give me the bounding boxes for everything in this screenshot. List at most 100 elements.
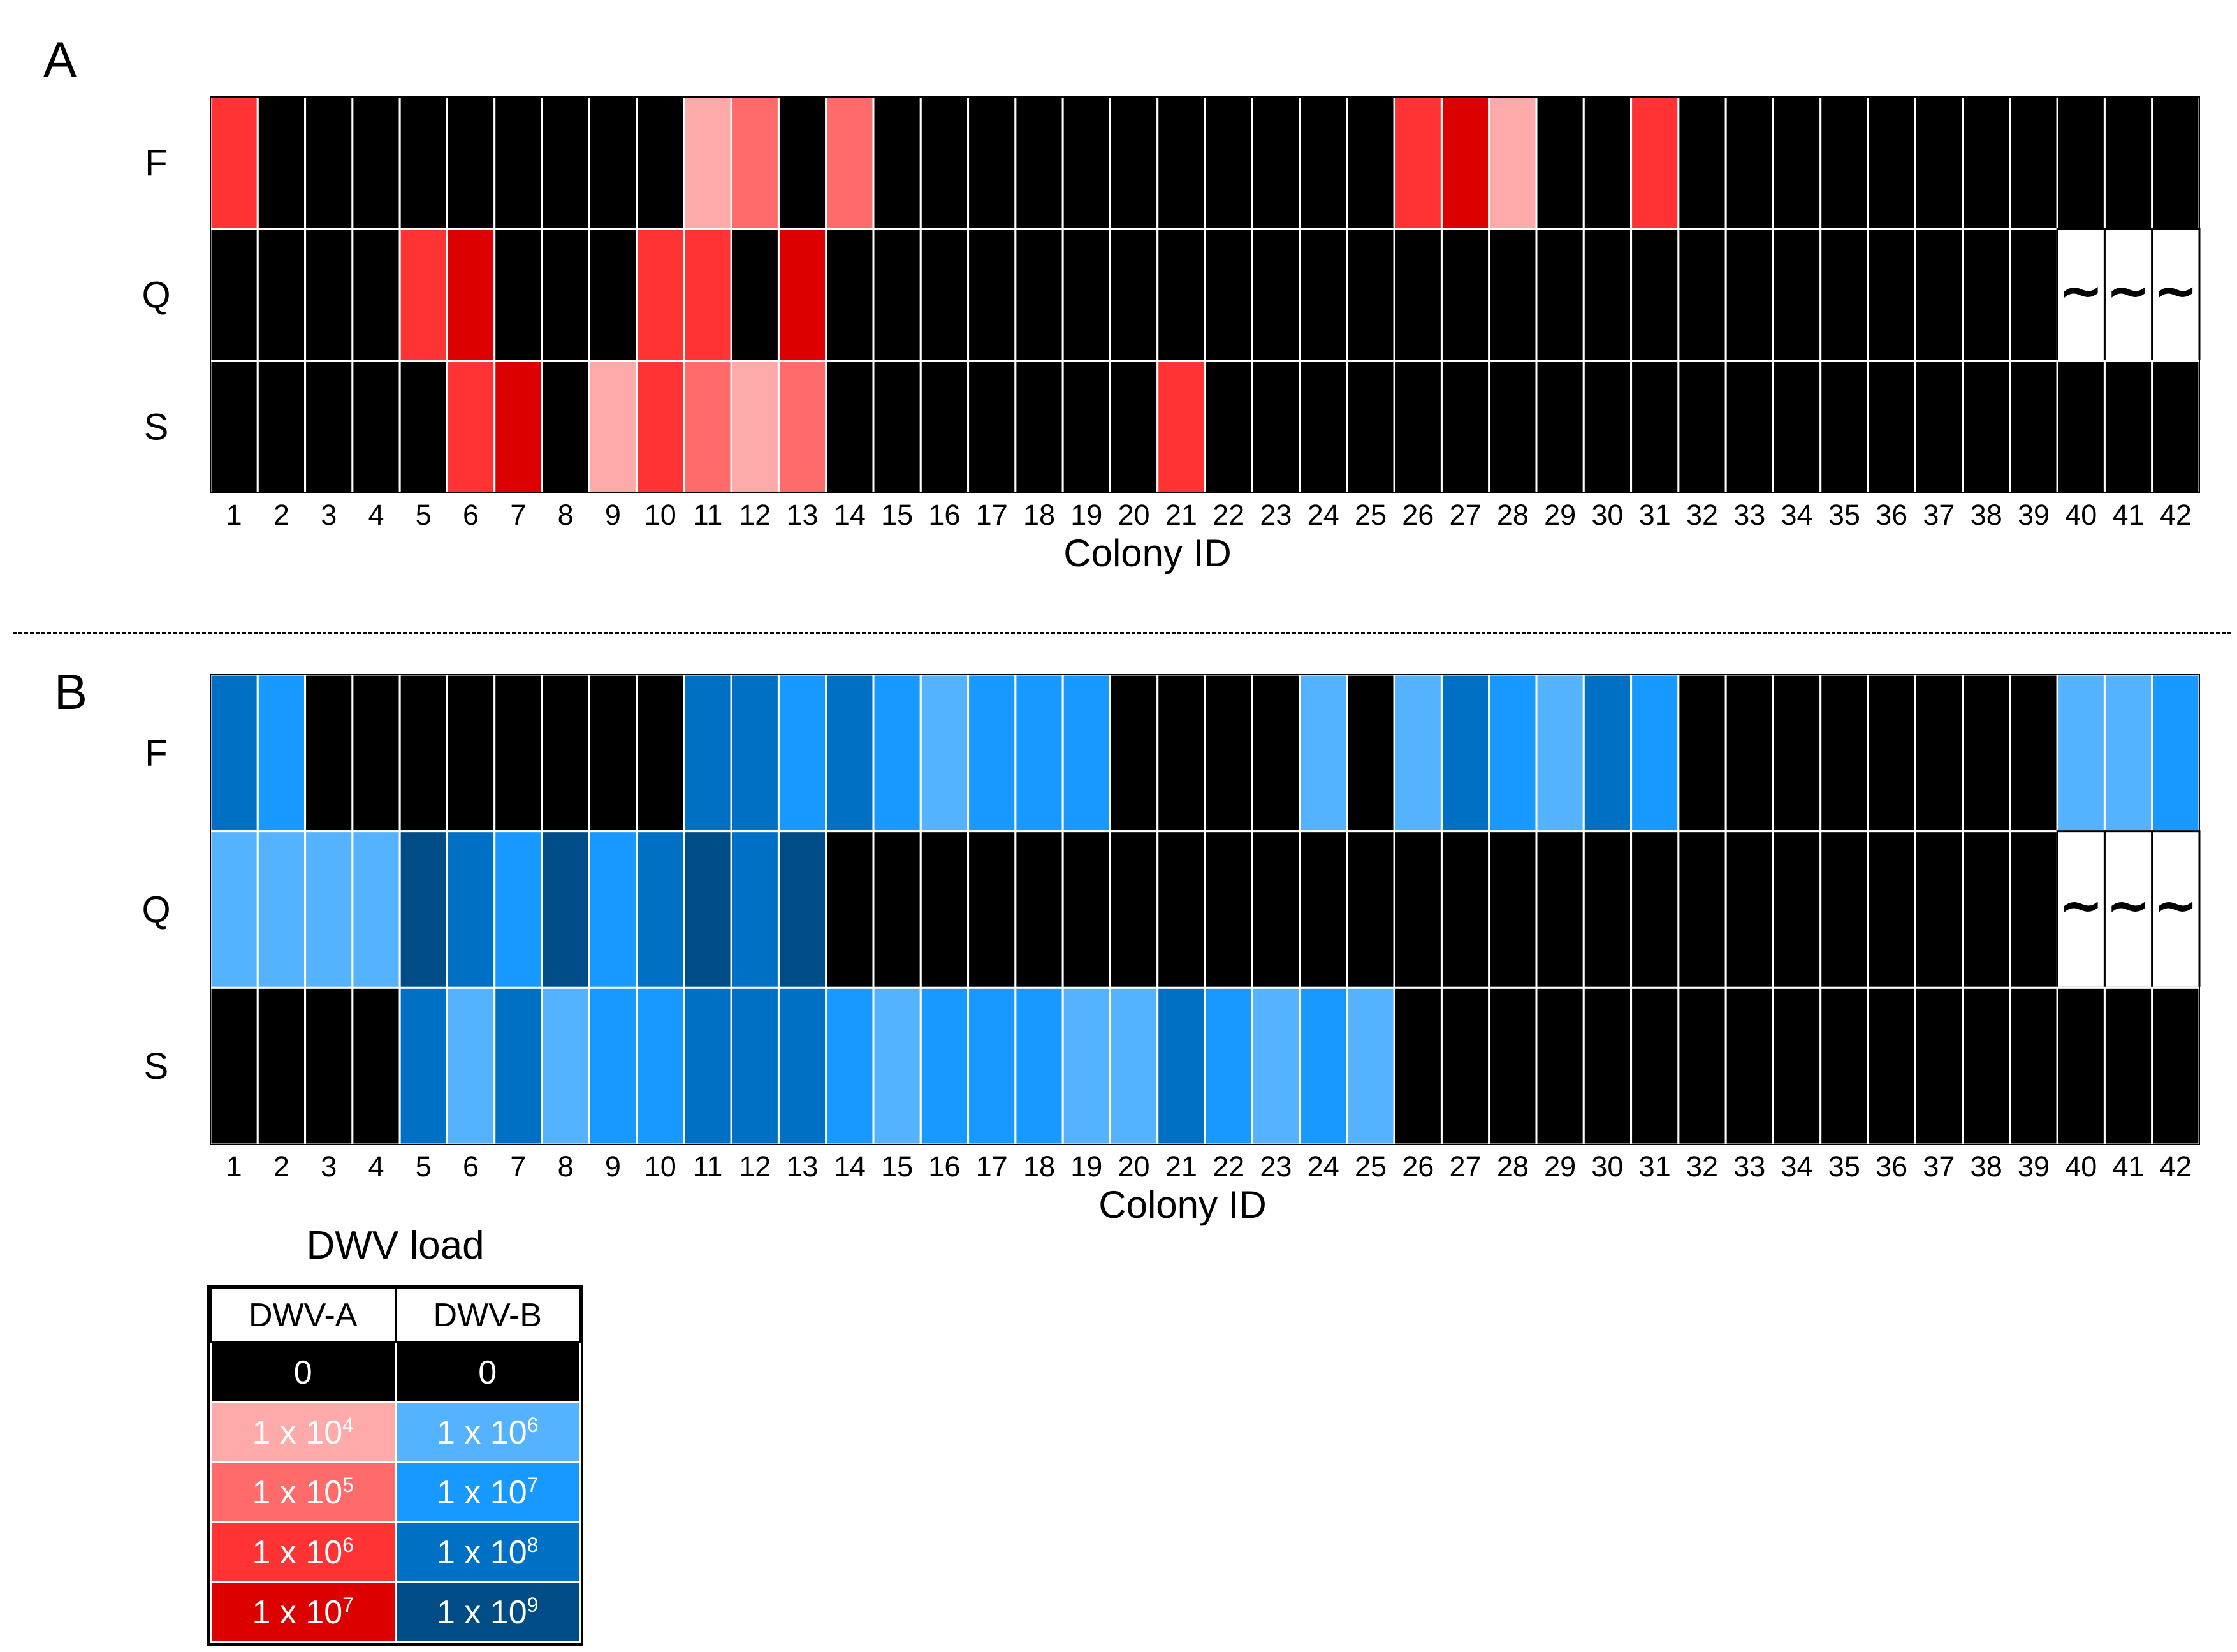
cell-F-40 bbox=[2056, 673, 2106, 833]
cell-F-32 bbox=[1677, 96, 1727, 230]
x-tick-4: 4 bbox=[368, 1150, 384, 1183]
x-tick-22: 22 bbox=[1213, 1150, 1244, 1183]
cell-Q-36 bbox=[1867, 228, 1916, 362]
cell-Q-2 bbox=[256, 228, 307, 362]
cell-F-34 bbox=[1772, 96, 1822, 230]
cell-Q-32 bbox=[1677, 830, 1727, 989]
cell-F-22 bbox=[1204, 673, 1253, 833]
x-tick-32: 32 bbox=[1686, 1150, 1718, 1183]
x-tick-36: 36 bbox=[1876, 1150, 1907, 1183]
legend-b-1e9: 1 x 109 bbox=[394, 1581, 581, 1643]
cell-S-1 bbox=[209, 986, 259, 1146]
cell-Q-27 bbox=[1440, 830, 1490, 989]
row-label-S: S bbox=[144, 1046, 169, 1087]
legend-title: DWV load bbox=[306, 1224, 485, 1268]
x-tick-10: 10 bbox=[645, 1150, 676, 1183]
x-tick-37: 37 bbox=[1923, 1150, 1955, 1183]
cell-F-3 bbox=[304, 96, 354, 230]
x-tick-16: 16 bbox=[928, 499, 960, 531]
cell-Q-15 bbox=[872, 830, 922, 989]
legend-table: DWV-A DWV-B 0 0 1 x 104 1 x 106 1 x 105 … bbox=[210, 1287, 581, 1643]
cell-S-4 bbox=[351, 986, 401, 1146]
cell-S-3 bbox=[304, 986, 354, 1146]
cell-S-7 bbox=[493, 986, 543, 1146]
x-tick-3: 3 bbox=[321, 499, 337, 531]
cell-Q-38 bbox=[1962, 830, 2011, 989]
cell-S-32 bbox=[1677, 986, 1727, 1146]
x-tick-31: 31 bbox=[1639, 499, 1671, 531]
cell-Q-22 bbox=[1204, 228, 1253, 362]
x-tick-35: 35 bbox=[1828, 1150, 1860, 1183]
cell-S-42 bbox=[2151, 986, 2201, 1146]
cell-S-19 bbox=[1061, 986, 1111, 1146]
cell-F-5 bbox=[398, 96, 448, 230]
cell-S-26 bbox=[1393, 986, 1443, 1146]
x-tick-5: 5 bbox=[416, 499, 432, 531]
x-tick-41: 41 bbox=[2113, 499, 2145, 531]
cell-Q-25 bbox=[1346, 228, 1395, 362]
cell-Q-12 bbox=[730, 228, 780, 362]
cell-F-25 bbox=[1346, 673, 1395, 833]
cell-Q-41 bbox=[2103, 228, 2153, 362]
cell-S-6 bbox=[446, 986, 496, 1146]
legend-b-1e7: 1 x 107 bbox=[394, 1461, 581, 1523]
x-tick-39: 39 bbox=[2018, 499, 2050, 531]
cell-F-19 bbox=[1061, 673, 1111, 833]
x-tick-3: 3 bbox=[321, 1150, 337, 1183]
x-tick-1: 1 bbox=[226, 499, 242, 531]
cell-F-1 bbox=[209, 96, 259, 230]
x-tick-21: 21 bbox=[1165, 1150, 1197, 1183]
x-tick-36: 36 bbox=[1876, 499, 1907, 531]
legend-zero-a: 0 bbox=[210, 1341, 397, 1403]
cell-F-34 bbox=[1772, 673, 1822, 833]
x-tick-15: 15 bbox=[881, 1150, 913, 1183]
legend-b-1e8: 1 x 108 bbox=[394, 1521, 581, 1583]
cell-S-22 bbox=[1204, 986, 1253, 1146]
cell-Q-42 bbox=[2151, 228, 2201, 362]
heatmap-dwv-a: FQ ~ ~ ~S1 2 3 4 5 6 7 8 9 10 11 12 13 14 15 16 17 18 19 20 21 2… bbox=[142, 96, 2201, 574]
cell-S-37 bbox=[1914, 360, 1964, 494]
cell-S-17 bbox=[967, 360, 1017, 494]
x-tick-40: 40 bbox=[2065, 499, 2097, 531]
cell-Q-31 bbox=[1630, 830, 1680, 989]
cell-Q-39 bbox=[2009, 830, 2058, 989]
cell-S-37 bbox=[1914, 986, 1964, 1146]
cell-S-39 bbox=[2009, 360, 2058, 494]
cell-F-33 bbox=[1724, 673, 1774, 833]
x-tick-13: 13 bbox=[787, 499, 819, 531]
cell-S-20 bbox=[1109, 986, 1159, 1146]
cell-Q-38 bbox=[1962, 228, 2011, 362]
x-tick-7: 7 bbox=[510, 499, 526, 531]
missing-mark-Q-42: ~ bbox=[2153, 259, 2198, 322]
cell-Q-30 bbox=[1582, 228, 1633, 362]
legend: DWV-A DWV-B 0 0 1 x 104 1 x 106 1 x 105 … bbox=[207, 1285, 583, 1646]
x-tick-38: 38 bbox=[1971, 1150, 2002, 1183]
cell-F-33 bbox=[1724, 96, 1774, 230]
cell-S-19 bbox=[1061, 360, 1111, 494]
heatmap-dwv-b: FQ ~ ~ ~S1 2 3 4 5 6 7 8 9 10 11 12 13 14 15 16 17 18 19 20 21 2… bbox=[142, 673, 2201, 1226]
cell-S-35 bbox=[1819, 360, 1869, 494]
cell-S-41 bbox=[2103, 360, 2153, 494]
cell-F-10 bbox=[636, 673, 685, 833]
cell-F-12 bbox=[730, 673, 780, 833]
cell-Q-8 bbox=[541, 228, 590, 362]
missing-mark-Q-41: ~ bbox=[2106, 259, 2150, 322]
cell-Q-21 bbox=[1156, 830, 1206, 989]
x-tick-5: 5 bbox=[416, 1150, 432, 1183]
cell-Q-40 bbox=[2056, 228, 2106, 362]
x-tick-7: 7 bbox=[510, 1150, 526, 1183]
cell-Q-34 bbox=[1772, 228, 1822, 362]
cell-S-40 bbox=[2056, 986, 2106, 1146]
cell-F-4 bbox=[351, 96, 401, 230]
cell-Q-18 bbox=[1014, 228, 1064, 362]
cell-S-33 bbox=[1724, 986, 1774, 1146]
missing-mark-Q-42: ~ bbox=[2153, 874, 2198, 937]
cell-S-29 bbox=[1535, 360, 1585, 494]
cell-F-20 bbox=[1109, 673, 1159, 833]
x-tick-12: 12 bbox=[739, 499, 771, 531]
cell-Q-29 bbox=[1535, 830, 1585, 989]
cell-Q-36 bbox=[1867, 830, 1916, 989]
x-tick-28: 28 bbox=[1497, 1150, 1529, 1183]
cell-S-42 bbox=[2151, 360, 2201, 494]
cell-Q-17 bbox=[967, 830, 1017, 989]
